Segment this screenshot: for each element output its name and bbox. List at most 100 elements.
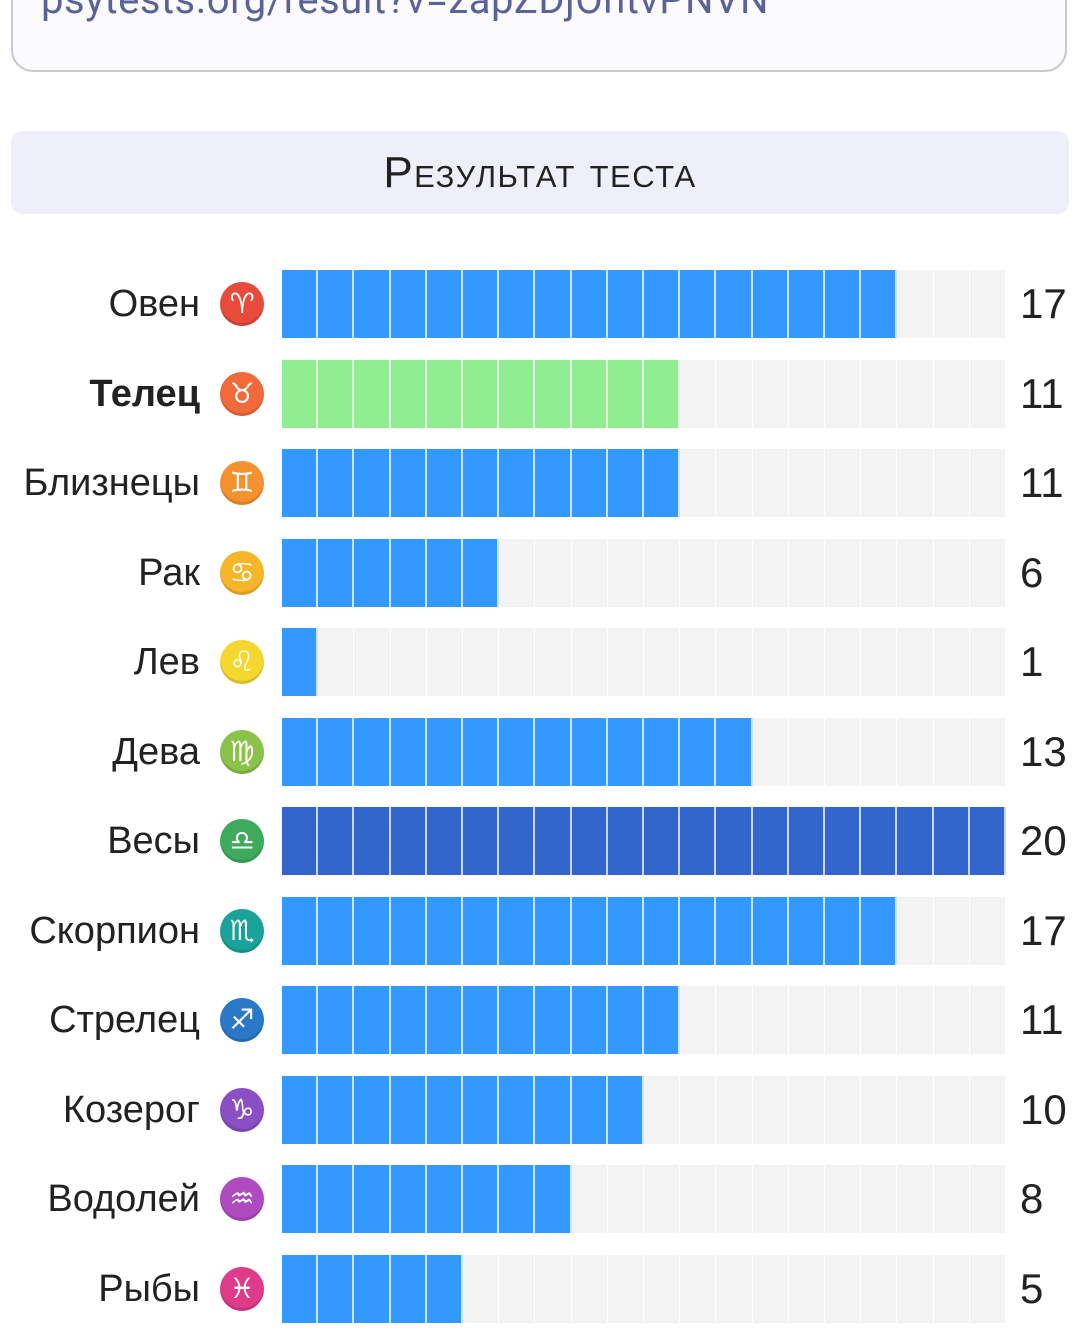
- bar-segment-filled: [354, 1165, 391, 1233]
- bar-segment-empty: [861, 1076, 898, 1144]
- bar-segment-filled: [282, 986, 319, 1054]
- bar-segment-empty: [933, 718, 970, 786]
- result-row: Лев ♌︎ 1: [0, 628, 1080, 696]
- bar-segment-filled: [644, 718, 681, 786]
- score-bar: [282, 986, 1006, 1054]
- bar-segment-empty: [354, 628, 391, 696]
- score-bar: [282, 360, 1006, 428]
- bar-segment-filled: [535, 807, 572, 875]
- bar-segment-filled: [390, 270, 427, 338]
- bar-segment-filled: [535, 897, 572, 965]
- bar-segment-filled: [390, 360, 427, 428]
- bar-segment-filled: [282, 449, 319, 517]
- bar-segment-filled: [354, 1255, 391, 1323]
- score-value: 17: [1020, 280, 1067, 327]
- bar-segment-empty: [861, 986, 898, 1054]
- bar-segment-filled: [571, 986, 608, 1054]
- bar-segment-filled: [969, 807, 1006, 875]
- bar-segment-empty: [571, 1255, 608, 1323]
- bar-segment-filled: [318, 1165, 355, 1233]
- bar-segment-filled: [282, 718, 319, 786]
- bar-segment-filled: [426, 449, 463, 517]
- bar-segment-filled: [499, 807, 536, 875]
- bar-segment-empty: [752, 539, 789, 607]
- bar-segment-filled: [282, 807, 319, 875]
- bar-segment-filled: [426, 986, 463, 1054]
- bar-segment-filled: [282, 360, 319, 428]
- pisces-icon: ♓︎: [220, 1267, 264, 1311]
- bar-segment-filled: [680, 270, 717, 338]
- bar-segment-filled: [571, 718, 608, 786]
- bar-segment-empty: [644, 1255, 681, 1323]
- bar-segment-filled: [499, 1165, 536, 1233]
- bar-segment-empty: [897, 449, 934, 517]
- bar-segment-filled: [354, 1076, 391, 1144]
- bar-segment-empty: [571, 628, 608, 696]
- cancer-icon: ♋︎: [220, 551, 264, 595]
- bar-segment-filled: [716, 270, 753, 338]
- score-bar: [282, 539, 1006, 607]
- bar-segment-empty: [680, 449, 717, 517]
- result-header: Результат теста: [11, 131, 1069, 214]
- bar-segment-empty: [825, 1076, 862, 1144]
- bar-segment-empty: [607, 628, 644, 696]
- bar-segment-filled: [463, 539, 500, 607]
- bar-segment-filled: [390, 539, 427, 607]
- bar-segment-empty: [752, 1255, 789, 1323]
- score-bar: [282, 897, 1006, 965]
- bar-segment-empty: [969, 1165, 1006, 1233]
- bar-segment-empty: [825, 986, 862, 1054]
- score-value: 5: [1020, 1265, 1044, 1312]
- bar-segment-filled: [716, 718, 753, 786]
- bar-segment-filled: [354, 986, 391, 1054]
- bar-segment-empty: [969, 1076, 1006, 1144]
- bar-segment-filled: [318, 718, 355, 786]
- capricorn-icon: ♑︎: [220, 1088, 264, 1132]
- bar-segment-filled: [644, 986, 681, 1054]
- bar-segment-filled: [825, 897, 862, 965]
- result-row: Рак ♋︎ 6: [0, 539, 1080, 607]
- leo-icon: ♌︎: [220, 640, 264, 684]
- sign-name: Лев: [133, 641, 200, 683]
- bar-segment-empty: [897, 628, 934, 696]
- bar-segment-filled: [390, 897, 427, 965]
- bar-segment-filled: [897, 807, 934, 875]
- bar-segment-empty: [933, 628, 970, 696]
- bar-segment-filled: [644, 897, 681, 965]
- bar-segment-empty: [825, 360, 862, 428]
- bar-segment-filled: [463, 986, 500, 1054]
- virgo-icon: ♍︎: [220, 730, 264, 774]
- score-value: 10: [1020, 1086, 1067, 1133]
- bar-segment-empty: [644, 1165, 681, 1233]
- bar-segment-filled: [426, 1076, 463, 1144]
- score-value: 17: [1020, 907, 1067, 954]
- bar-segment-empty: [463, 628, 500, 696]
- bar-segment-empty: [716, 1076, 753, 1144]
- result-row: Весы ♎︎ 20: [0, 807, 1080, 875]
- bar-segment-filled: [499, 986, 536, 1054]
- bar-segment-filled: [354, 897, 391, 965]
- bar-segment-empty: [571, 1165, 608, 1233]
- bar-segment-filled: [318, 986, 355, 1054]
- score-value: 11: [1020, 996, 1064, 1043]
- bar-segment-empty: [933, 539, 970, 607]
- bar-segment-filled: [463, 807, 500, 875]
- bar-segment-empty: [788, 628, 825, 696]
- bar-segment-empty: [680, 1165, 717, 1233]
- bar-segment-empty: [752, 449, 789, 517]
- bar-segment-empty: [933, 1255, 970, 1323]
- bar-segment-empty: [861, 718, 898, 786]
- bar-segment-empty: [969, 986, 1006, 1054]
- bar-segment-empty: [825, 628, 862, 696]
- bar-segment-filled: [680, 718, 717, 786]
- bar-segment-empty: [680, 628, 717, 696]
- gemini-icon: ♊︎: [220, 461, 264, 505]
- bar-segment-empty: [788, 1076, 825, 1144]
- score-value: 11: [1020, 459, 1064, 506]
- url-field[interactable]: psytests.org/result?v=zapZDjOntvPNVN: [11, 0, 1067, 72]
- bar-segment-empty: [861, 449, 898, 517]
- bar-segment-empty: [716, 449, 753, 517]
- sign-name: Рыбы: [98, 1268, 200, 1310]
- bar-segment-filled: [354, 449, 391, 517]
- bar-segment-empty: [716, 1255, 753, 1323]
